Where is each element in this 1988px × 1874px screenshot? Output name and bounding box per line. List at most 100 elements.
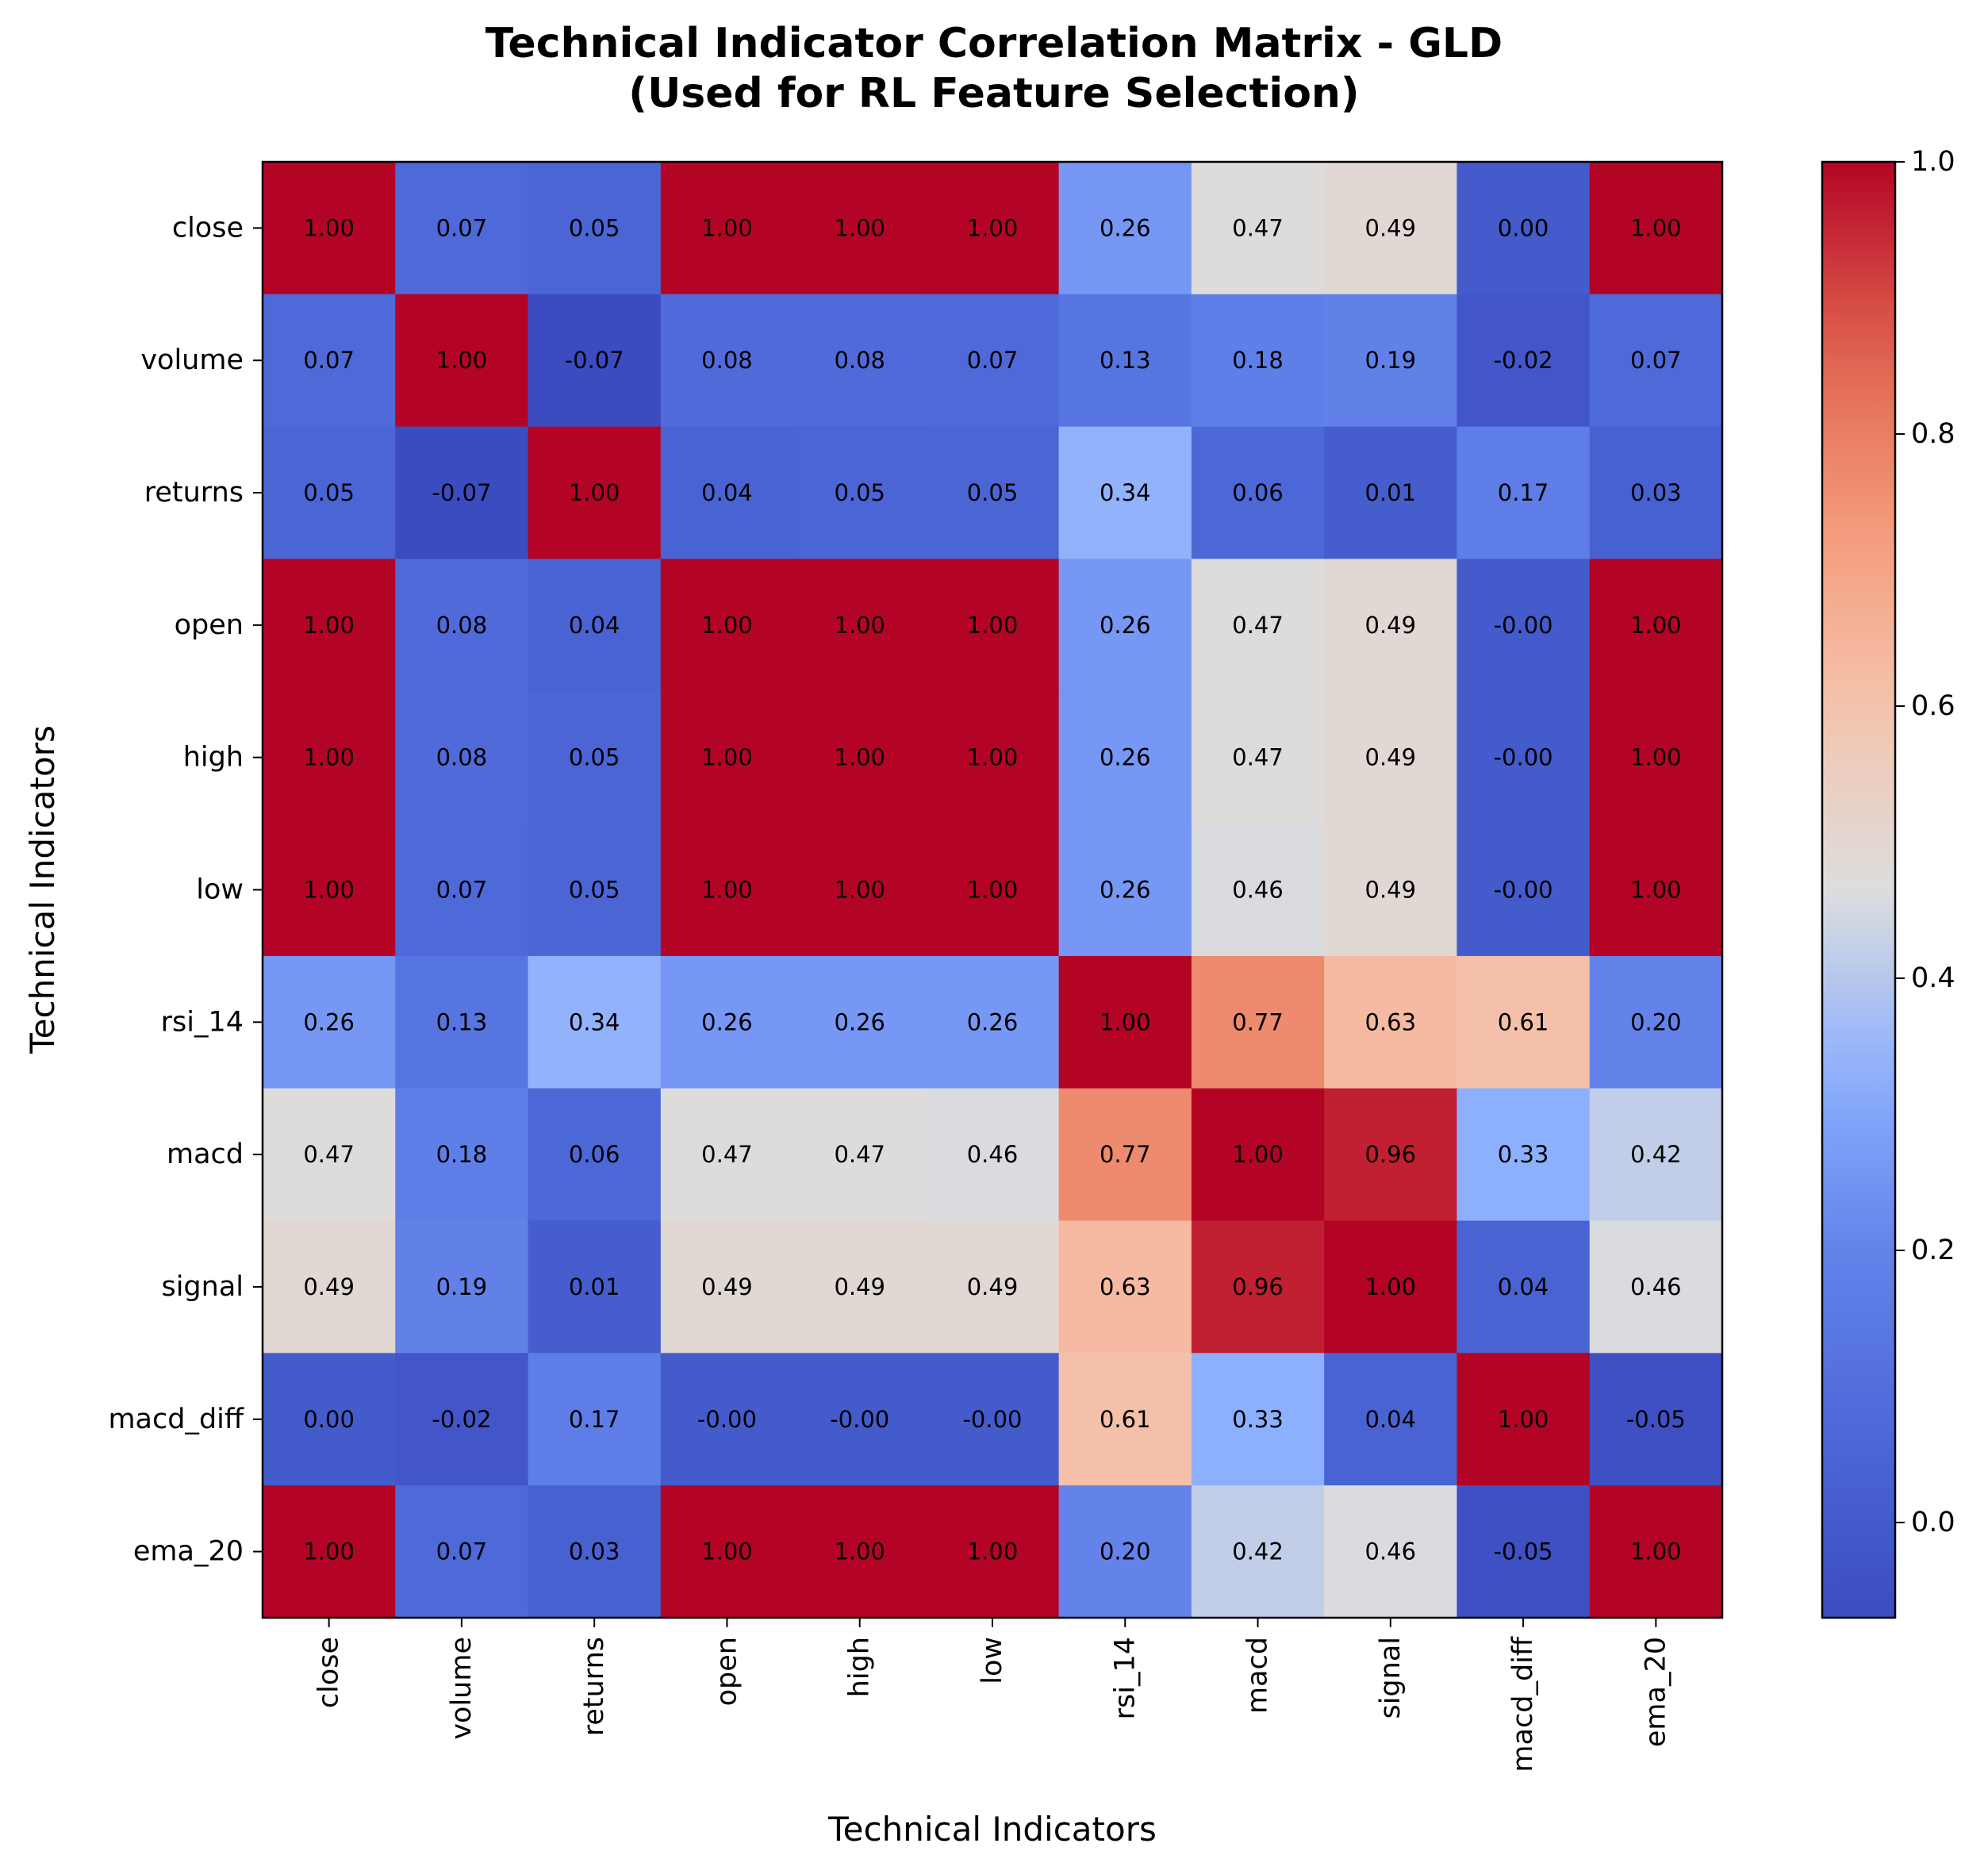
cell-value-label: -0.07	[565, 347, 624, 374]
cell-value-label: 0.19	[1365, 347, 1417, 374]
heatmap-cell	[793, 691, 927, 824]
cell-value-label: 0.18	[436, 1141, 488, 1168]
heatmap-cell	[1058, 294, 1192, 428]
cell-value-label: 0.63	[1365, 1008, 1417, 1035]
heatmap-cell	[528, 162, 662, 295]
cell-value-label: -0.02	[432, 1406, 491, 1433]
cell-value-label: 0.26	[1100, 877, 1151, 904]
heatmap-cell	[263, 1220, 396, 1354]
colorbar-tick-label: 0.4	[1911, 962, 1955, 994]
cell-value-label: 1.00	[701, 877, 753, 904]
colorbar-tick-label: 0.6	[1911, 690, 1955, 722]
cell-value-label: 0.42	[1232, 1538, 1284, 1565]
cell-value-label: -0.00	[1494, 877, 1553, 904]
heatmap-cell	[1058, 955, 1192, 1089]
cell-value-label: 1.00	[1630, 1538, 1682, 1565]
heatmap-cell	[1058, 824, 1192, 957]
cell-value-label: 0.26	[303, 1008, 355, 1035]
heatmap-cell	[528, 824, 662, 957]
y-tick-label: close	[172, 212, 244, 244]
heatmap-cell	[1191, 1220, 1325, 1354]
heatmap-cell	[1589, 691, 1723, 824]
cell-value-label: 0.07	[303, 347, 355, 374]
heatmap-cell	[1324, 955, 1458, 1089]
heatmap-cell	[1058, 691, 1192, 824]
heatmap-cell	[1191, 426, 1325, 560]
chart-title-line-2: (Used for RL Feature Selection)	[628, 70, 1359, 117]
heatmap-cell	[660, 294, 794, 428]
heatmap-cell	[528, 1485, 662, 1619]
cell-value-label: 1.00	[569, 479, 620, 506]
heatmap-cell	[1324, 162, 1458, 295]
cell-value-label: 0.34	[569, 1008, 620, 1035]
cell-value-label: 1.00	[436, 347, 488, 374]
cell-value-label: 0.07	[967, 347, 1019, 374]
heatmap-cell	[1324, 1220, 1458, 1354]
cell-value-label: 0.47	[1232, 612, 1284, 639]
cell-value-label: 1.00	[303, 214, 355, 241]
heatmap-cell	[1324, 691, 1458, 824]
heatmap-cell	[1456, 426, 1591, 560]
heatmap-cell	[1589, 1220, 1723, 1354]
cell-value-label: 0.13	[436, 1008, 488, 1035]
cell-value-label: 0.04	[569, 612, 620, 639]
heatmap-cell	[1058, 1088, 1192, 1222]
heatmap-cell	[793, 294, 927, 428]
cell-value-label: 0.46	[1232, 877, 1284, 904]
cell-value-label: 0.26	[834, 1008, 885, 1035]
cell-value-label: -0.07	[432, 479, 491, 506]
cell-value-label: 1.00	[834, 877, 885, 904]
cell-value-label: 0.18	[1232, 347, 1284, 374]
cell-value-label: -0.00	[697, 1406, 757, 1433]
cell-value-label: 0.03	[569, 1538, 620, 1565]
cell-value-label: 1.00	[967, 744, 1019, 771]
cell-value-label: 0.49	[1365, 877, 1417, 904]
x-tick-label: signal	[1375, 1637, 1407, 1719]
heatmap-cell	[1191, 1353, 1325, 1486]
cell-value-label: 1.00	[967, 877, 1019, 904]
cell-value-label: 0.05	[569, 877, 620, 904]
heatmap-cell	[1324, 1485, 1458, 1619]
cell-value-label: 0.26	[1100, 612, 1151, 639]
heatmap-cell	[1456, 294, 1591, 428]
colorbar-tick-label: 1.0	[1911, 146, 1955, 178]
cell-value-label: 0.07	[1630, 347, 1682, 374]
cell-value-label: 0.49	[967, 1273, 1019, 1300]
x-tick-label: high	[844, 1637, 876, 1697]
cell-value-label: 0.33	[1232, 1406, 1284, 1433]
cell-value-label: 1.00	[967, 214, 1019, 241]
heatmap-cell	[1589, 1485, 1723, 1619]
cell-value-label: 0.26	[1100, 214, 1151, 241]
x-tick-label: macd	[1242, 1637, 1274, 1714]
heatmap-cell	[528, 1353, 662, 1486]
x-tick-label: close	[313, 1637, 345, 1708]
cell-value-label: 0.47	[834, 1141, 885, 1168]
heatmap-cell	[528, 1220, 662, 1354]
cell-value-label: 0.04	[701, 479, 753, 506]
cell-value-label: 0.33	[1498, 1141, 1549, 1168]
heatmap-cell	[660, 559, 794, 692]
cell-value-label: 0.06	[1232, 479, 1284, 506]
heatmap-cell	[1456, 955, 1591, 1089]
colorbar-ticks: 0.0 0.2 0.4 0.6 0.8 1.0	[1895, 146, 1955, 1538]
heatmap-cell	[528, 1088, 662, 1222]
heatmap-cell	[793, 1088, 927, 1222]
cell-value-label: 1.00	[967, 612, 1019, 639]
cell-value-label: -0.00	[1494, 612, 1553, 639]
x-axis-label: Technical Indicators	[827, 1810, 1157, 1849]
cell-value-label: 0.05	[569, 214, 620, 241]
cell-value-label: 0.47	[1232, 744, 1284, 771]
cell-value-label: 0.05	[834, 479, 885, 506]
heatmap-cell	[263, 559, 396, 692]
cell-value-label: 0.07	[436, 877, 488, 904]
heatmap-cell	[1058, 1485, 1192, 1619]
heatmap-cell	[395, 426, 529, 560]
cell-value-label: 0.61	[1100, 1406, 1151, 1433]
cell-value-label: 0.08	[436, 612, 488, 639]
cell-value-label: 0.26	[967, 1008, 1019, 1035]
cell-value-label: 1.00	[701, 612, 753, 639]
heatmap-cell	[926, 294, 1060, 428]
cell-value-label: 0.61	[1498, 1008, 1549, 1035]
cell-value-label: -0.00	[962, 1406, 1022, 1433]
